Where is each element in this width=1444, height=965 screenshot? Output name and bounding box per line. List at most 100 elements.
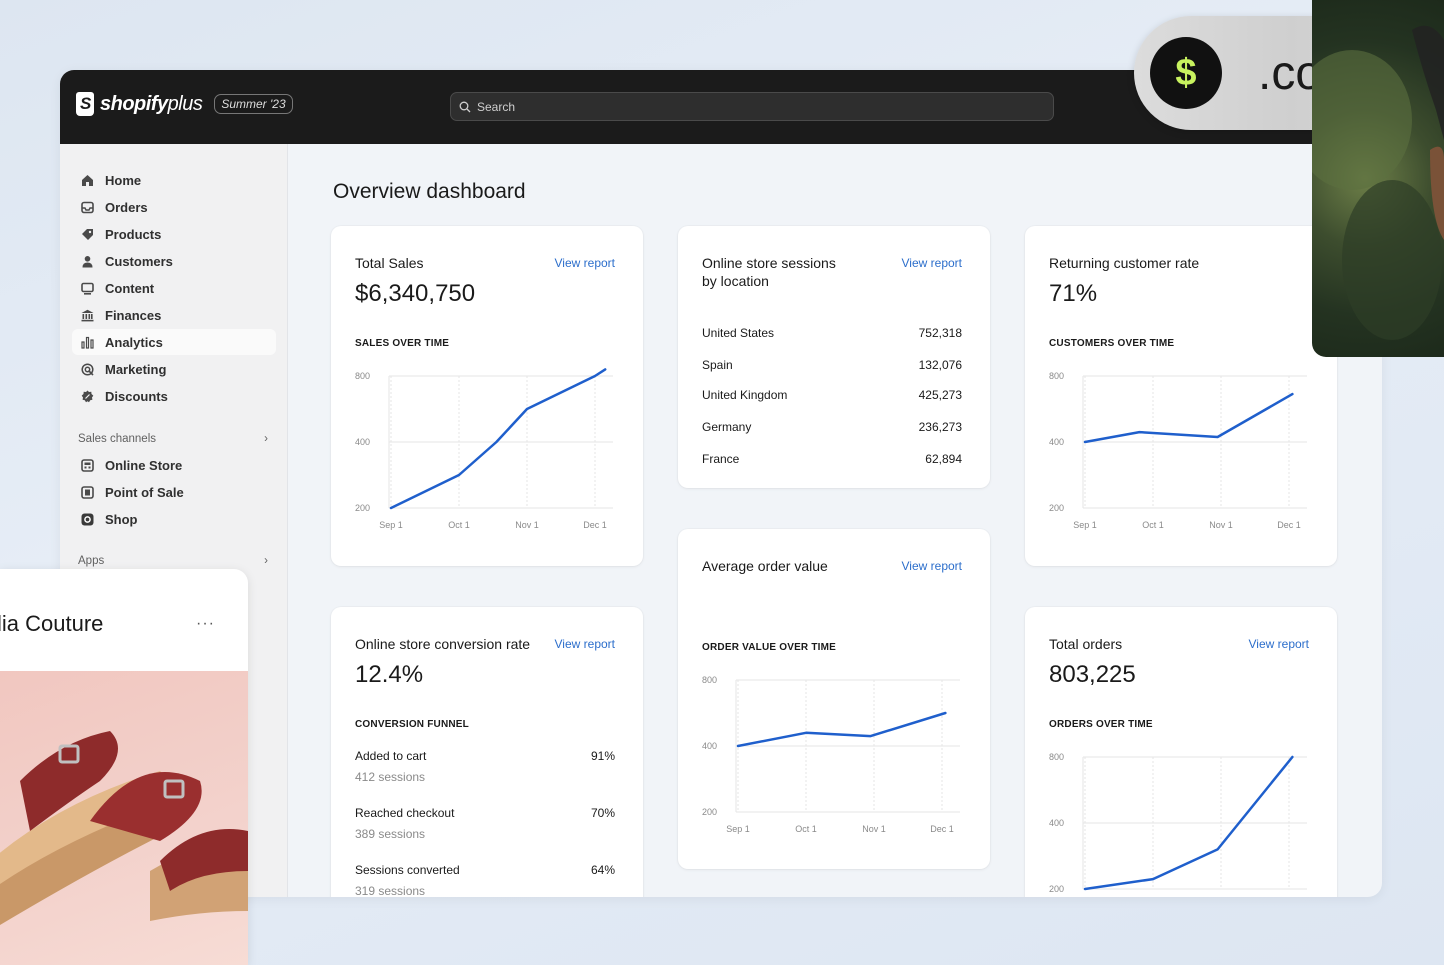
y-tick-label: 400 — [1049, 818, 1064, 828]
y-tick-label: 800 — [702, 675, 717, 685]
sidebar-item-discounts[interactable]: Discounts — [72, 383, 276, 409]
search-icon — [459, 101, 471, 112]
total-sales-value: $6,340,750 — [355, 280, 476, 307]
home-icon — [80, 173, 94, 187]
sidebar-item-shop[interactable]: Shop — [72, 506, 276, 532]
x-tick-label: Dec 1 — [1277, 520, 1301, 530]
sidebar-item-label: Finances — [105, 307, 162, 323]
shopify-bag-icon: S — [76, 92, 94, 116]
view-report-link[interactable]: View report — [554, 256, 615, 270]
x-tick-label: Sep 1 — [379, 520, 403, 530]
card-title: Average order value — [702, 558, 828, 574]
y-tick-label: 800 — [1049, 371, 1064, 381]
card-title: Online store conversion rate — [355, 636, 531, 652]
funnel-step-label: Added to cart — [355, 749, 427, 763]
y-tick-label: 200 — [1049, 503, 1064, 513]
x-tick-label: Oct 1 — [1142, 520, 1164, 530]
view-report-link[interactable]: View report — [901, 559, 962, 573]
location-name: Spain — [702, 358, 733, 372]
sidebar-item-analytics[interactable]: Analytics — [72, 329, 276, 355]
funnel-step: Sessions converted 64% — [355, 863, 615, 877]
sidebar-item-label: Customers — [105, 253, 173, 269]
content-icon — [80, 281, 94, 295]
store-preview-card: lia Couture ··· — [0, 569, 248, 965]
location-name: United States — [702, 326, 775, 340]
y-tick-label: 200 — [1049, 884, 1064, 894]
photo-illustration — [1312, 25, 1444, 340]
sidebar-item-products[interactable]: Products — [72, 221, 276, 247]
y-tick-label: 400 — [702, 741, 717, 751]
shopify-plus-logo[interactable]: S shopifyplus Summer '23 — [76, 92, 293, 116]
more-options-icon[interactable]: ··· — [196, 615, 215, 632]
card-title: Online store sessions by location — [702, 254, 836, 290]
chart-heading: CUSTOMERS OVER TIME — [1049, 338, 1175, 349]
card-title: Returning customer rate — [1049, 255, 1200, 271]
sessions-by-location-card: Online store sessions by location View re… — [678, 226, 990, 488]
x-tick-label: Sep 1 — [1073, 520, 1097, 530]
x-tick-label: Nov 1 — [1209, 520, 1233, 530]
conversion-rate-value: 12.4% — [355, 661, 424, 688]
sidebar-item-label: Orders — [105, 199, 148, 215]
search-input[interactable]: Search — [450, 92, 1054, 121]
sidebar-item-content[interactable]: Content — [72, 275, 276, 301]
view-report-link[interactable]: View report — [1248, 637, 1309, 651]
location-value: 62,894 — [925, 452, 962, 466]
sidebar-item-label: Discounts — [105, 388, 168, 404]
sales-over-time-chart: 800 400 200 Sep 1 Oct 1 Nov 1 Dec 1 — [355, 368, 613, 530]
shop-icon — [80, 512, 94, 526]
y-tick-label: 800 — [355, 371, 370, 381]
x-tick-label: Dec 1 — [930, 824, 954, 834]
sidebar-item-point-of-sale[interactable]: Point of Sale — [72, 479, 276, 505]
location-value: 425,273 — [918, 388, 962, 402]
x-tick-label: Nov 1 — [862, 824, 886, 834]
view-report-link[interactable]: View report — [901, 256, 962, 270]
conversion-rate-card: Online store conversion rate View report… — [331, 607, 643, 897]
sidebar-item-home[interactable]: Home — [72, 167, 276, 193]
series-line — [736, 711, 947, 748]
location-value: 236,273 — [918, 420, 962, 434]
sidebar-item-label: Online Store — [105, 457, 183, 473]
inbox-icon — [80, 200, 94, 214]
series-line — [1083, 755, 1294, 891]
location-name: France — [702, 452, 740, 466]
location-row: United States 752,318 — [702, 326, 962, 340]
sidebar-item-label: Home — [105, 172, 142, 188]
product-photo — [0, 671, 248, 965]
pos-icon — [80, 485, 94, 499]
sidebar-item-online-store[interactable]: Online Store — [72, 452, 276, 478]
series-line — [1083, 392, 1294, 444]
total-sales-card: Total Sales View report $6,340,750 SALES… — [331, 226, 643, 566]
total-orders-card: Total orders View report 803,225 ORDERS … — [1025, 607, 1337, 897]
view-report-link[interactable]: View report — [554, 637, 615, 651]
sidebar-item-finances[interactable]: Finances — [72, 302, 276, 328]
chart-heading: ORDERS OVER TIME — [1049, 719, 1153, 730]
person-icon — [80, 254, 94, 268]
person-photo — [1312, 0, 1444, 357]
card-title: Total Sales — [355, 255, 424, 271]
customers-over-time-chart: 800 400 200 Sep 1 Oct 1 Nov 1 Dec 1 — [1049, 371, 1307, 530]
x-tick-label: Dec 1 — [583, 520, 607, 530]
y-tick-label: 200 — [355, 503, 370, 513]
sidebar-item-customers[interactable]: Customers — [72, 248, 276, 274]
x-tick-label: Nov 1 — [515, 520, 539, 530]
store-name: lia Couture — [0, 611, 104, 636]
target-icon — [80, 362, 94, 376]
series-line — [389, 368, 607, 510]
sidebar-item-label: Marketing — [105, 361, 167, 377]
edition-badge: Summer '23 — [214, 94, 293, 114]
sandals-illustration — [0, 731, 248, 926]
chart-heading: ORDER VALUE OVER TIME — [702, 642, 837, 653]
apps-heading[interactable]: Apps › — [78, 555, 268, 567]
card-title: Total orders — [1049, 636, 1123, 652]
sidebar-item-orders[interactable]: Orders — [72, 194, 276, 220]
funnel-heading: CONVERSION FUNNEL — [355, 719, 469, 730]
location-name: Germany — [702, 420, 752, 434]
location-value: 752,318 — [918, 326, 962, 340]
sidebar-item-label: Point of Sale — [105, 484, 184, 500]
store-icon — [80, 458, 94, 472]
bar-chart-icon — [80, 335, 94, 349]
dollar-icon: $ — [1150, 37, 1222, 109]
sidebar-item-marketing[interactable]: Marketing — [72, 356, 276, 382]
funnel-step: Reached checkout 70% — [355, 806, 615, 820]
sales-channels-heading[interactable]: Sales channels › — [78, 433, 268, 445]
